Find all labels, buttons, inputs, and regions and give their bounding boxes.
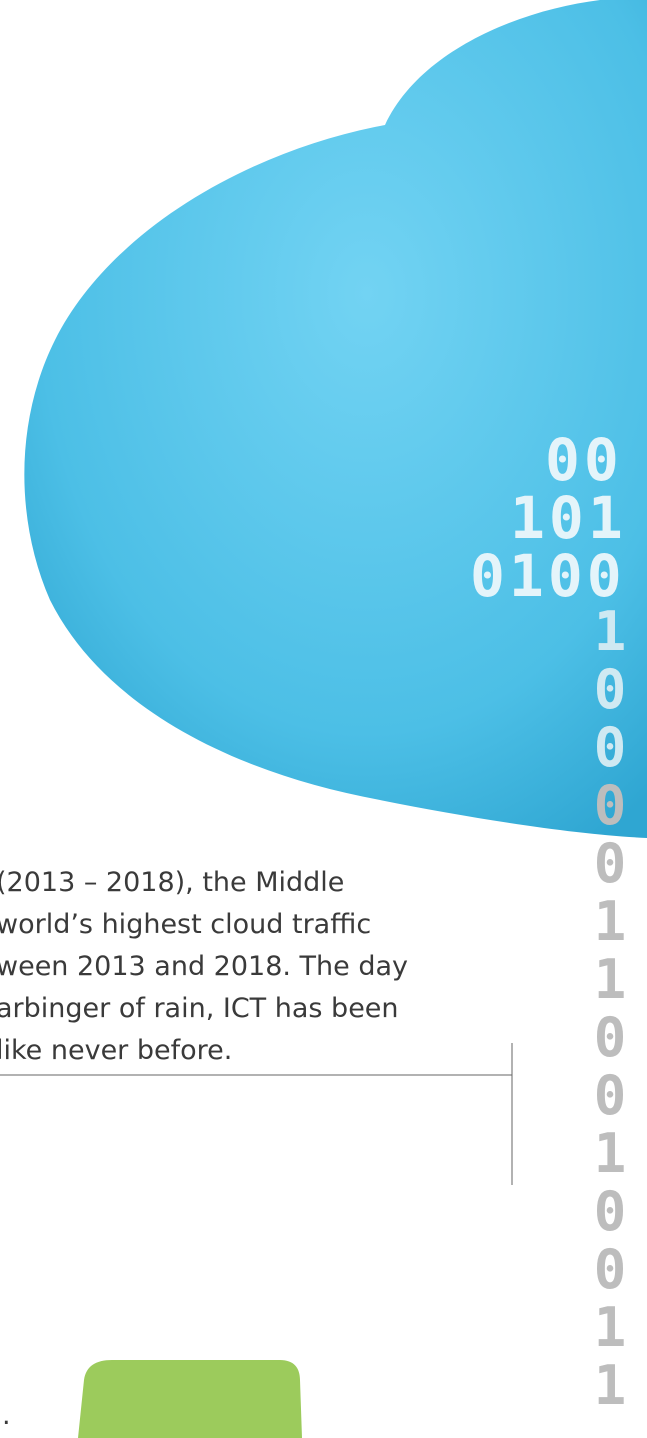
binary-digit: 1	[594, 1122, 631, 1185]
binary-digit: 0100	[470, 542, 626, 610]
binary-digit: 1	[594, 600, 631, 663]
paragraph-line: (2013 – 2018), the Middle	[0, 867, 345, 898]
paragraph-line: arbinger of rain, ICT has been	[0, 993, 399, 1024]
binary-digit: 0	[594, 716, 631, 779]
cloud	[24, 0, 647, 838]
binary-digit: 00	[545, 426, 623, 494]
binary-digit: 1	[594, 1296, 631, 1359]
paragraph-line: ween 2013 and 2018. The day	[0, 951, 409, 982]
paragraph-line: like never before.	[0, 1035, 233, 1066]
binary-digit: 0	[594, 774, 631, 837]
binary-digit: 101	[510, 484, 627, 552]
binary-digit: 1	[594, 948, 631, 1011]
binary-digit: 1	[594, 890, 631, 953]
green-tab	[78, 1360, 302, 1438]
binary-digit: 0	[594, 1180, 631, 1243]
binary-digit: 0	[594, 832, 631, 895]
binary-digit: 0	[594, 1238, 631, 1301]
paragraph: (2013 – 2018), the Middle world’s highest…	[0, 862, 516, 1072]
binary-digit: 0	[594, 1006, 631, 1069]
footer-mark: .	[2, 1400, 11, 1431]
binary-digit: 0	[594, 1064, 631, 1127]
paragraph-line: world’s highest cloud traffic	[0, 909, 372, 940]
binary-digit: 0	[594, 658, 631, 721]
binary-digit: 1	[594, 1354, 631, 1417]
